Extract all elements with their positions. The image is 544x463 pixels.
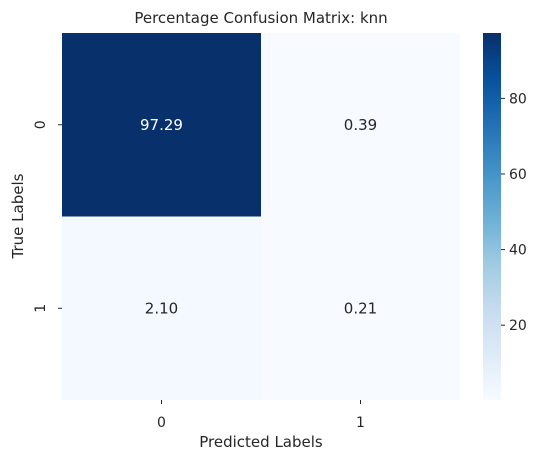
- x-tick-label: 0: [157, 415, 166, 431]
- x-axis-label: Predicted Labels: [199, 433, 323, 451]
- colorbar-tick-label: 20: [509, 318, 527, 334]
- heatmap-cell-0-1: [261, 33, 460, 217]
- heatmap-cell-1-1: [261, 216, 460, 400]
- y-axis-ticks: 01: [33, 120, 62, 313]
- x-tick-label: 1: [356, 415, 365, 431]
- cell-label-0-0: 97.29: [140, 116, 183, 134]
- heatmap-cell-0-0: [62, 33, 261, 217]
- heatmap-cell-1-0: [62, 216, 261, 400]
- y-axis-label: True Labels: [9, 173, 27, 259]
- heatmap-cells: [62, 33, 460, 400]
- colorbar: [483, 33, 501, 400]
- colorbar-tick-label: 40: [509, 243, 527, 259]
- cell-label-1-1: 0.21: [344, 299, 377, 317]
- colorbar-tick-label: 60: [509, 167, 527, 183]
- colorbar-ticks: 20 40 60 80: [501, 91, 527, 334]
- y-tick-label: 0: [33, 120, 49, 129]
- chart-title: Percentage Confusion Matrix: knn: [134, 9, 387, 27]
- cell-label-0-1: 0.39: [344, 116, 377, 134]
- heatmap-cell-labels: 97.29 0.39 2.10 0.21: [140, 116, 377, 318]
- cell-label-1-0: 2.10: [145, 299, 178, 317]
- y-tick-label: 1: [33, 304, 49, 313]
- colorbar-tick-label: 80: [509, 91, 527, 107]
